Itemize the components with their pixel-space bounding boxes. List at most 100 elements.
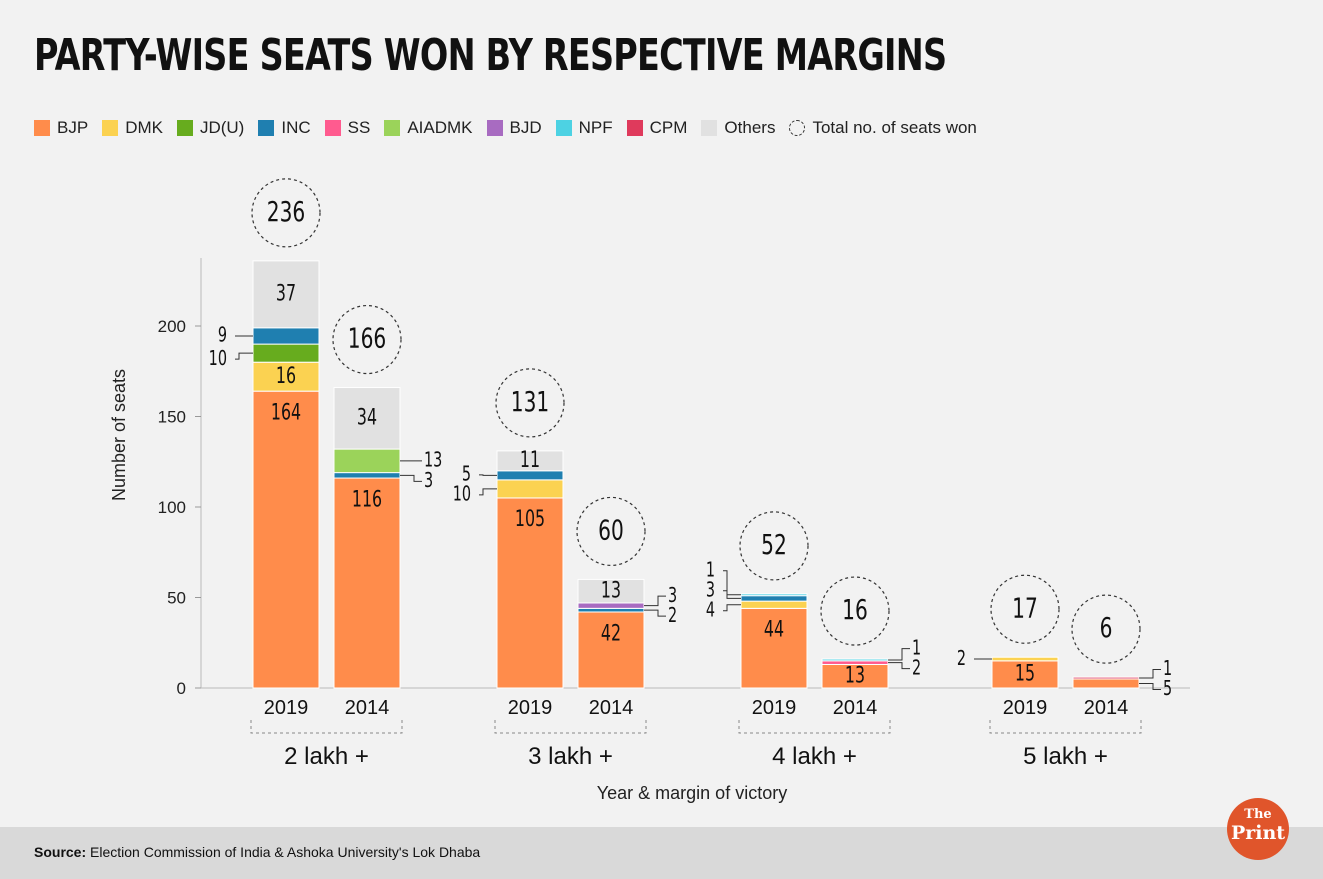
leader-line: [723, 604, 741, 612]
leader-line: [888, 648, 910, 661]
year-label: 2019: [1003, 697, 1048, 719]
y-tick-label: 200: [158, 317, 186, 336]
legend-swatch: [626, 120, 643, 136]
segment-value-label: 37: [276, 280, 296, 306]
legend-label: Others: [724, 118, 776, 137]
legend-swatch: [34, 120, 50, 136]
total-value-label: 131: [511, 385, 549, 418]
legend-label: DMK: [125, 118, 163, 137]
bar-segment-others: [252, 260, 320, 329]
segment-value-label: 105: [515, 506, 545, 532]
segment-value-label: 2: [912, 657, 921, 680]
legend-item-ss: SS: [324, 118, 371, 138]
source-note: Source: Election Commission of India & A…: [34, 844, 480, 860]
bar-segment-jdu: [252, 343, 320, 363]
segment-value-label: 15: [1015, 660, 1035, 686]
bar-segment-bjp: [1072, 678, 1140, 689]
segment-value-label: 1: [912, 637, 921, 660]
segment-value-label: 10: [209, 348, 227, 371]
legend-item-cpm: CPM: [626, 118, 687, 138]
leader-line: [400, 474, 422, 482]
leader-line: [235, 352, 253, 360]
y-tick-label: 100: [158, 498, 186, 517]
year-label: 2019: [508, 697, 553, 719]
year-label: 2014: [1084, 697, 1129, 719]
source-label: Source:: [34, 844, 87, 860]
group-label: 2 lakh +: [284, 743, 369, 770]
bar-segment-others: [577, 578, 645, 604]
segment-value-label: 4: [706, 599, 715, 622]
total-value-label: 236: [267, 194, 305, 227]
segment-value-label: 5: [462, 463, 471, 486]
bar-segment-ss: [821, 660, 889, 665]
legend-swatch: [258, 120, 275, 136]
bar-segment-dmk: [740, 600, 808, 609]
total-circle: [495, 368, 565, 438]
legend-label: SS: [347, 118, 371, 137]
legend-swatch: [176, 120, 193, 136]
bar-segment-dmk: [991, 656, 1059, 662]
segment-value-label: 44: [764, 616, 784, 642]
group-label: 3 lakh +: [528, 743, 613, 770]
segment-value-label: 13: [424, 449, 442, 472]
dashed-circle-icon: [789, 120, 806, 136]
legend-item-bjd: BJD: [486, 118, 542, 138]
bar-segment-bjp: [252, 390, 320, 689]
legend: BJP DMK JD(U) INC SS AIADMK BJD NPF CPM …: [34, 118, 991, 138]
legend-swatch: [102, 120, 119, 136]
year-label: 2019: [264, 697, 309, 719]
legend-item-inc: INC: [258, 118, 311, 138]
leader-line: [644, 609, 666, 617]
segment-value-label: 116: [352, 486, 382, 512]
group-bracket: [738, 720, 891, 734]
total-value-label: 6: [1100, 611, 1113, 644]
chart-title: PARTY-WISE SEATS WON BY RESPECTIVE MARGI…: [34, 30, 947, 81]
leader-line: [1139, 668, 1161, 679]
legend-item-bjp: BJP: [34, 118, 88, 138]
segment-value-label: 34: [357, 404, 377, 430]
legend-label: BJD: [509, 118, 542, 137]
leader-line: [479, 488, 497, 496]
y-axis-title: Number of seats: [109, 369, 129, 501]
total-value-label: 52: [761, 528, 787, 561]
total-value-label: 17: [1012, 591, 1038, 624]
segment-value-label: 10: [453, 483, 471, 506]
legend-item-npf: NPF: [555, 118, 613, 138]
segment-value-label: 2: [957, 648, 966, 671]
segment-value-label: 13: [601, 577, 621, 603]
total-circle: [1071, 594, 1141, 664]
legend-item-others: Others: [701, 118, 775, 138]
total-circle: [332, 304, 402, 375]
x-axis-title: Year & margin of victory: [597, 783, 787, 803]
bar-segment-others: [333, 387, 401, 450]
legend-label: BJP: [57, 118, 89, 137]
segment-value-label: 42: [601, 620, 621, 646]
logo-line-2: Print: [1230, 822, 1286, 844]
legend-item-dmk: DMK: [102, 118, 163, 138]
footer: Source: Election Commission of India & A…: [0, 827, 1323, 879]
segment-value-label: 3: [424, 470, 433, 493]
group-label: 4 lakh +: [772, 743, 857, 770]
segment-value-label: 1: [706, 559, 715, 582]
segment-value-label: 11: [520, 446, 540, 472]
legend-item-jdu: JD(U): [176, 118, 244, 138]
segment-value-label: 5: [1163, 678, 1172, 701]
total-value-label: 60: [598, 513, 624, 546]
legend-label: NPF: [578, 118, 613, 137]
total-circle: [990, 574, 1060, 644]
bar-segment-bjd: [577, 602, 645, 609]
legend-swatch: [486, 120, 503, 136]
leader-line: [644, 595, 666, 607]
source-text: Election Commission of India & Ashoka Un…: [90, 844, 481, 860]
total-circle: [739, 511, 809, 581]
chart-svg: 0 50 100 150 200 Number of seats Year & margin…: [109, 178, 1190, 803]
bar-segment-bjp: [991, 660, 1059, 689]
leader-line: [1139, 682, 1161, 690]
legend-item-aiadmk: AIADMK: [384, 118, 473, 138]
bar-segment-inc: [577, 607, 645, 613]
bar-segment-cpm: [1072, 676, 1140, 680]
bar-segment-dmk: [496, 479, 564, 499]
segment-value-label: 13: [845, 662, 865, 688]
logo-line-1: The: [1244, 807, 1272, 822]
segment-value-label: 9: [218, 324, 227, 347]
